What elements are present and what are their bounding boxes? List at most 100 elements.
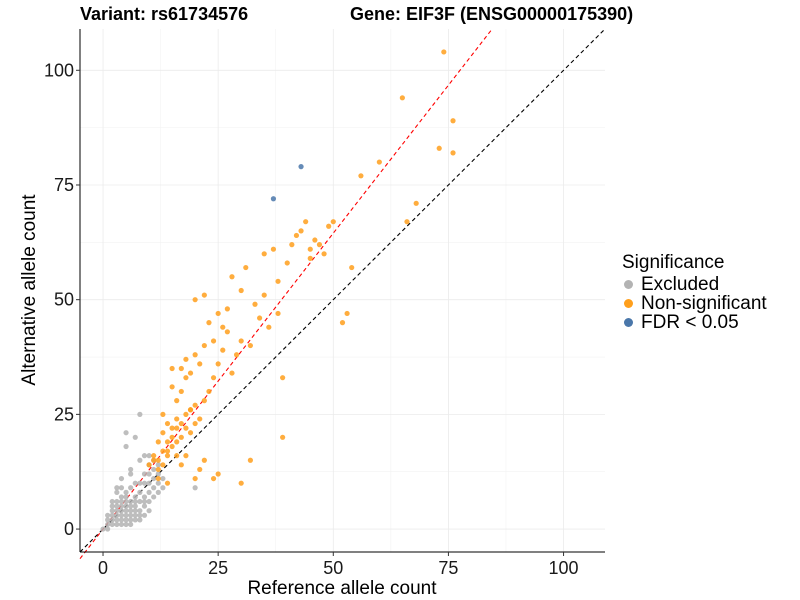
point-excluded (123, 521, 129, 528)
point-non-significant (183, 356, 189, 362)
point-excluded (118, 517, 125, 523)
point-excluded (118, 512, 125, 518)
point-non-significant (210, 375, 217, 381)
point-non-significant (174, 398, 180, 404)
point-non-significant (303, 219, 309, 225)
point-non-significant (349, 264, 355, 271)
point-non-significant (197, 361, 203, 367)
point-non-significant (220, 347, 226, 353)
point-non-significant (261, 292, 267, 298)
point-excluded (114, 489, 120, 495)
point-excluded (137, 517, 143, 523)
data-points (100, 49, 456, 532)
point-non-significant (151, 453, 157, 459)
point-excluded (118, 498, 125, 505)
point-excluded (109, 517, 115, 523)
point-non-significant (243, 264, 249, 271)
point-excluded (118, 485, 125, 491)
point-excluded (123, 443, 129, 450)
point-excluded (160, 475, 166, 482)
grid-lines (80, 29, 605, 552)
legend-item-excluded: Excluded (622, 275, 767, 294)
point-excluded (132, 480, 138, 486)
point-non-significant (155, 475, 161, 482)
point-excluded (160, 485, 166, 491)
point-excluded (141, 494, 148, 500)
point-non-significant (280, 434, 286, 440)
point-non-significant (321, 251, 327, 257)
point-non-significant (224, 329, 230, 335)
point-non-significant (247, 342, 253, 349)
point-excluded (141, 503, 148, 509)
point-excluded (146, 453, 152, 459)
point-excluded (128, 521, 134, 528)
point-excluded (118, 508, 125, 514)
point-non-significant (289, 242, 295, 248)
point-excluded (155, 471, 161, 477)
chart-title-variant: Variant: rs61734576 (80, 4, 249, 24)
point-excluded (146, 489, 152, 495)
point-non-significant (178, 388, 184, 395)
point-excluded (123, 494, 129, 500)
point-non-significant (178, 462, 184, 468)
point-non-significant (187, 430, 194, 436)
x-axis-label: Reference allele count (247, 578, 437, 599)
point-non-significant (160, 430, 166, 436)
point-non-significant (169, 365, 175, 372)
legend-title: Significance (622, 252, 725, 273)
point-excluded (114, 521, 120, 528)
point-non-significant (197, 466, 203, 473)
point-non-significant (376, 159, 382, 165)
point-non-significant (298, 228, 304, 234)
point-excluded (137, 480, 143, 486)
point-non-significant (192, 420, 198, 427)
point-non-significant (164, 439, 171, 445)
y-tick-label: 0 (64, 519, 74, 539)
point-non-significant (441, 49, 447, 55)
point-non-significant (413, 200, 419, 206)
point-non-significant (339, 320, 346, 326)
y-tick-label: 50 (54, 290, 74, 310)
point-non-significant (358, 173, 364, 179)
point-excluded (118, 475, 125, 482)
point-excluded (114, 508, 120, 514)
chart-title-gene: Gene: EIF3F (ENSG00000175390) (350, 4, 634, 24)
point-non-significant (220, 324, 226, 330)
point-excluded (141, 480, 148, 486)
point-excluded (128, 471, 134, 477)
point-excluded (123, 430, 129, 436)
point-excluded (109, 508, 115, 514)
point-non-significant (224, 306, 230, 312)
point-excluded (123, 517, 129, 523)
point-non-significant (206, 388, 212, 395)
point-excluded (114, 512, 120, 518)
point-non-significant (201, 292, 207, 298)
point-non-significant (183, 425, 189, 431)
point-excluded (105, 517, 111, 523)
point-non-significant (307, 246, 313, 252)
legend-key-fdr (624, 318, 633, 327)
point-non-significant (192, 402, 198, 408)
point-non-significant (210, 475, 217, 482)
point-excluded (132, 494, 138, 500)
point-excluded (146, 471, 152, 477)
point-non-significant (201, 342, 207, 349)
point-non-significant (399, 95, 405, 101)
point-excluded (192, 485, 198, 491)
point-non-significant (183, 411, 189, 417)
point-non-significant (326, 223, 332, 229)
point-non-significant (169, 384, 175, 390)
point-non-significant (201, 398, 207, 404)
reference-lines (79, 28, 606, 559)
point-non-significant (215, 310, 221, 317)
point-excluded (109, 503, 115, 509)
point-non-significant (146, 462, 152, 468)
point-non-significant (330, 219, 336, 225)
point-excluded (141, 498, 148, 505)
point-excluded (114, 503, 120, 509)
point-non-significant (178, 420, 184, 427)
point-excluded (128, 508, 134, 514)
point-excluded (118, 494, 125, 500)
point-excluded (151, 466, 157, 473)
axes (76, 29, 605, 556)
